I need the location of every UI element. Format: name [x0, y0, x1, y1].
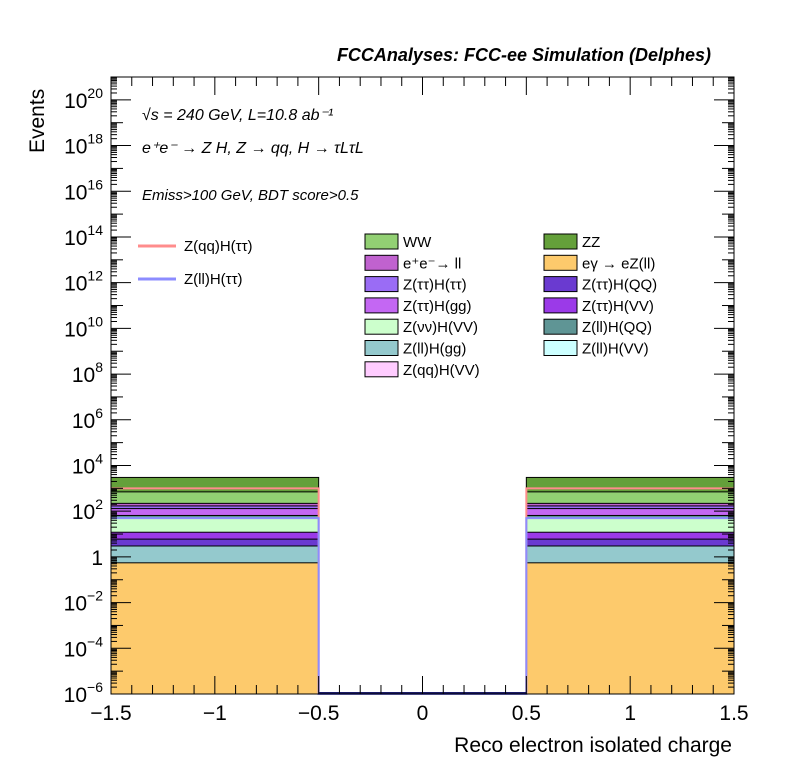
stacked-histogram	[110, 476, 735, 695]
legend-box-label: Z(ττ)H(ττ)	[403, 277, 467, 294]
annotation-cuts: Emiss>100 GeV, BDT score>0.5	[142, 187, 359, 204]
legend-box-swatch	[543, 318, 578, 335]
legend-box-label: Z(ττ)H(VV)	[582, 298, 654, 315]
x-tick-label: −1	[203, 702, 227, 725]
legend-box-label: eγ → eZ(ll)	[582, 255, 655, 272]
legend-box-label: Z(ll)H(QQ)	[582, 319, 652, 336]
legend-box-label: ZZ	[582, 234, 600, 251]
y-tick-label: 1018	[64, 131, 103, 159]
x-axis-label: Reco electron isolated charge	[454, 734, 732, 757]
y-axis-label: Events	[26, 89, 49, 153]
y-tick-label: 1020	[64, 85, 103, 113]
legend-box-label: Z(ll)H(gg)	[403, 341, 466, 358]
x-tick-label: 0	[417, 702, 429, 725]
x-tick-label: −0.5	[298, 702, 339, 725]
legend-box-swatch	[364, 276, 399, 293]
x-tick-label: 0.5	[512, 702, 541, 725]
y-tick-label: 104	[72, 450, 103, 478]
annotation-process: e⁺e⁻ → Z H, Z → qq, H → τLτL	[142, 140, 364, 157]
y-tick-label: 10−2	[64, 588, 104, 616]
legend-box-swatch	[543, 233, 578, 250]
annotation-energy: √s = 240 GeV, L=10.8 ab⁻¹	[142, 107, 333, 124]
y-tick-label: 106	[72, 405, 103, 433]
legend-box-label: Z(ll)H(VV)	[582, 341, 649, 358]
y-tick-label: 1012	[64, 268, 103, 296]
y-tick-label: 10−4	[64, 633, 104, 661]
legend-box-swatch	[543, 297, 578, 314]
legend-box-label: e⁺e⁻→ ll	[403, 255, 461, 272]
chart-title: FCCAnalyses: FCC-ee Simulation (Delphes)	[337, 45, 711, 65]
legend-box-swatch	[364, 233, 399, 250]
legend-box-swatch	[364, 297, 399, 314]
legend-box-label: Z(qq)H(VV)	[403, 362, 480, 379]
legend-box-swatch	[364, 254, 399, 271]
y-tick-label: 10−6	[64, 679, 104, 707]
axes: −1.5 −1 −0.5 0 0.5 1 1.5 10−6 10−4 10−2 1 102 104 106…	[64, 76, 749, 725]
histogram-bar	[525, 562, 735, 695]
legend-line-label: Z(qq)H(ττ)	[184, 238, 253, 255]
x-tick-label: 1	[624, 702, 636, 725]
legend-box-swatch	[364, 340, 399, 356]
y-tick-label: 102	[72, 496, 103, 524]
legend-box-swatch	[543, 340, 578, 356]
y-tick-label: 108	[72, 359, 103, 387]
legend-box-swatch	[543, 276, 578, 293]
legend-line-label: Z(ll)H(ττ)	[184, 271, 243, 288]
y-tick-label: 1	[91, 547, 103, 570]
legend-box-swatch	[364, 361, 399, 378]
legend-box-swatch	[543, 254, 578, 271]
y-tick-label: 1016	[64, 176, 103, 204]
y-tick-label: 1010	[64, 313, 103, 341]
legend-box-label: WW	[403, 234, 432, 251]
histogram-bar	[110, 562, 320, 695]
legend: Z(qq)H(ττ) Z(ll)H(ττ) WW ZZ e⁺e⁻→ ll eγ → eZ(…	[138, 233, 657, 379]
legend-box-label: Z(ττ)H(gg)	[403, 298, 472, 315]
x-tick-label: 1.5	[719, 702, 748, 725]
y-tick-label: 1014	[64, 222, 103, 250]
legend-box-label: Z(ττ)H(QQ)	[582, 277, 657, 294]
legend-box-label: Z(νν)H(VV)	[403, 319, 478, 336]
x-tick-label: −1.5	[90, 702, 131, 725]
legend-box-swatch	[364, 318, 399, 335]
